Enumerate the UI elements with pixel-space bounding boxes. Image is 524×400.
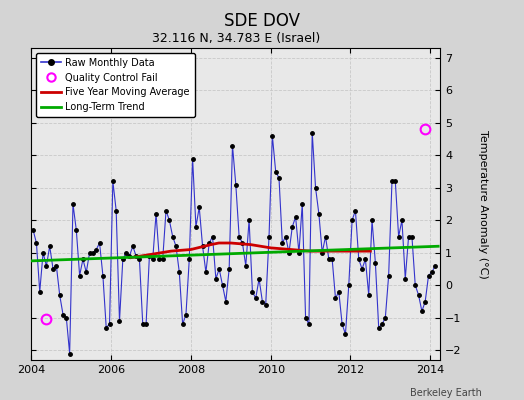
Text: SDE DOV: SDE DOV [224,12,300,30]
Legend: Raw Monthly Data, Quality Control Fail, Five Year Moving Average, Long-Term Tren: Raw Monthly Data, Quality Control Fail, … [36,53,195,117]
Y-axis label: Temperature Anomaly (°C): Temperature Anomaly (°C) [478,130,488,278]
Text: Berkeley Earth: Berkeley Earth [410,388,482,398]
Title: 32.116 N, 34.783 E (Israel): 32.116 N, 34.783 E (Israel) [151,32,320,46]
